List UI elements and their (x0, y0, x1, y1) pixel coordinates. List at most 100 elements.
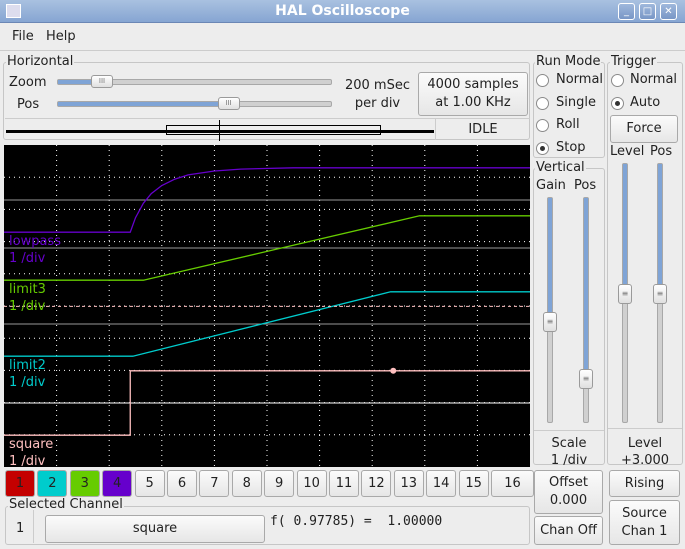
timebase-readout: 200 mSec per div (340, 77, 415, 113)
trace-label-limit2: limit2 1 /div (9, 357, 46, 391)
gain-thumb[interactable]: ≡ (543, 312, 557, 333)
run-mode-normal-radio[interactable] (536, 74, 549, 87)
scope-display[interactable] (4, 145, 530, 467)
channel-13-button[interactable]: 13 (393, 470, 424, 497)
trace-name: limit2 (9, 358, 46, 374)
view-window[interactable] (166, 125, 381, 135)
trigger-normal-radio[interactable] (611, 74, 624, 87)
trigger-edge-button[interactable]: Rising (609, 470, 680, 497)
minimize-button[interactable]: _ (618, 3, 635, 20)
trigger-pos-thumb[interactable]: ≡ (653, 284, 667, 304)
pos-slider[interactable]: III (57, 97, 332, 110)
level-value: +3.000 (620, 453, 670, 468)
vertical-legend: Vertical (535, 160, 586, 175)
trigger-level-thumb[interactable]: ≡ (618, 284, 632, 304)
zoom-slider[interactable]: III (57, 75, 332, 88)
trace-square (4, 370, 530, 436)
trace-label-limit3: limit3 1 /div (9, 281, 46, 315)
trigger-marker (219, 120, 220, 141)
offset-caption: Offset (548, 475, 589, 490)
trigger-normal-label[interactable]: Normal (630, 72, 678, 87)
channel-16-button[interactable]: 16 (491, 470, 534, 497)
cursor-readout: f( 0.97785) = 1.00000 (270, 514, 443, 529)
trace-scale: 1 /div (9, 375, 46, 391)
vertical-pos-fill (584, 198, 588, 379)
trace-scale: 1 /div (9, 251, 46, 267)
vertical-pos-slider[interactable]: ≡ (579, 197, 593, 423)
trigger-pos-fill (658, 164, 662, 294)
offset-value: 0.000 (549, 493, 588, 508)
menu-help[interactable]: Help (46, 29, 76, 44)
selected-channel-frame (5, 506, 530, 545)
maximize-button[interactable]: □ (639, 3, 656, 20)
zoom-slider-fill (58, 80, 102, 84)
gain-slider[interactable]: ≡ (543, 197, 557, 423)
scale-caption: Scale (551, 436, 587, 451)
channel-6-button[interactable]: 6 (167, 470, 197, 497)
trigger-source-button[interactable]: Source Chan 1 (609, 500, 680, 545)
menu-file[interactable]: File (12, 29, 34, 44)
scale-readout: Scale 1 /div (534, 430, 604, 469)
trace-name: lowpass (9, 234, 61, 250)
trigger-auto-radio[interactable] (611, 96, 624, 110)
trigger-level-slider[interactable]: ≡ (618, 163, 632, 423)
force-button[interactable]: Force (610, 115, 678, 143)
trace-label-square: square 1 /div (9, 436, 53, 470)
run-mode-single-radio[interactable] (536, 96, 549, 110)
trace-label-lowpass: lowpass 1 /div (9, 233, 61, 267)
selected-channel-legend: Selected Channel (8, 497, 124, 512)
source-value: Chan 1 (621, 523, 668, 539)
trace-name: limit3 (9, 282, 46, 298)
vertical-pos-thumb[interactable]: ≡ (579, 368, 593, 389)
selected-channel-number: 1 (16, 521, 25, 536)
channel-9-button[interactable]: 9 (264, 470, 295, 497)
trigger-legend: Trigger (610, 54, 657, 69)
trace-name: square (9, 437, 54, 453)
timebase-value: 200 mSec (344, 78, 410, 93)
run-mode-legend: Run Mode (535, 54, 602, 69)
samples-count: 4000 samples (427, 77, 519, 92)
channel-2-button[interactable]: 2 (37, 470, 68, 497)
zoom-label: Zoom (9, 75, 47, 90)
run-mode-roll-radio[interactable] (536, 119, 549, 132)
close-button[interactable]: ✕ (660, 3, 677, 20)
vertical-pos-label: Pos (574, 178, 597, 193)
trigger-level-readout: Level +3.000 (608, 428, 682, 469)
timebase-unit: per div (354, 96, 401, 111)
channel-8-button[interactable]: 8 (231, 470, 262, 497)
channel-source-button[interactable]: square (45, 515, 265, 543)
channel-3-button[interactable]: 3 (69, 470, 100, 497)
window-menu-icon[interactable] (6, 4, 21, 18)
gain-label: Gain (536, 178, 566, 193)
run-mode-single-label[interactable]: Single (556, 94, 596, 110)
menu-divider (0, 50, 685, 51)
window-title: HAL Oscilloscope (275, 3, 410, 19)
trace-scale: 1 /div (9, 299, 46, 315)
pos-label: Pos (17, 97, 40, 112)
horizontal-legend: Horizontal (6, 54, 75, 69)
pos-slider-thumb[interactable]: III (217, 97, 240, 110)
channel-1-button[interactable]: 1 (5, 470, 35, 497)
channel-11-button[interactable]: 11 (329, 470, 359, 497)
record-overview[interactable] (5, 118, 435, 141)
run-mode-stop-label[interactable]: Stop (556, 139, 586, 155)
channel-4-button[interactable]: 4 (102, 470, 133, 497)
trigger-auto-label[interactable]: Auto (630, 94, 661, 110)
run-mode-normal-label[interactable]: Normal (556, 72, 604, 87)
offset-button[interactable]: Offset 0.000 (534, 470, 603, 514)
channel-12-button[interactable]: 12 (361, 470, 392, 497)
trigger-pos-slider[interactable]: ≡ (653, 163, 667, 423)
trigger-point (390, 367, 397, 374)
run-mode-stop-radio[interactable] (536, 141, 549, 155)
scale-value: 1 /div (550, 453, 588, 468)
channel-15-button[interactable]: 15 (458, 470, 489, 497)
zoom-slider-thumb[interactable]: III (91, 75, 113, 88)
divider (33, 510, 34, 543)
run-mode-roll-label[interactable]: Roll (556, 117, 580, 132)
channel-10-button[interactable]: 10 (296, 470, 327, 497)
channel-14-button[interactable]: 14 (426, 470, 457, 497)
channel-5-button[interactable]: 5 (134, 470, 165, 497)
samples-button[interactable]: 4000 samples at 1.00 KHz (418, 72, 528, 116)
chan-off-button[interactable]: Chan Off (534, 516, 603, 545)
channel-7-button[interactable]: 7 (199, 470, 230, 497)
